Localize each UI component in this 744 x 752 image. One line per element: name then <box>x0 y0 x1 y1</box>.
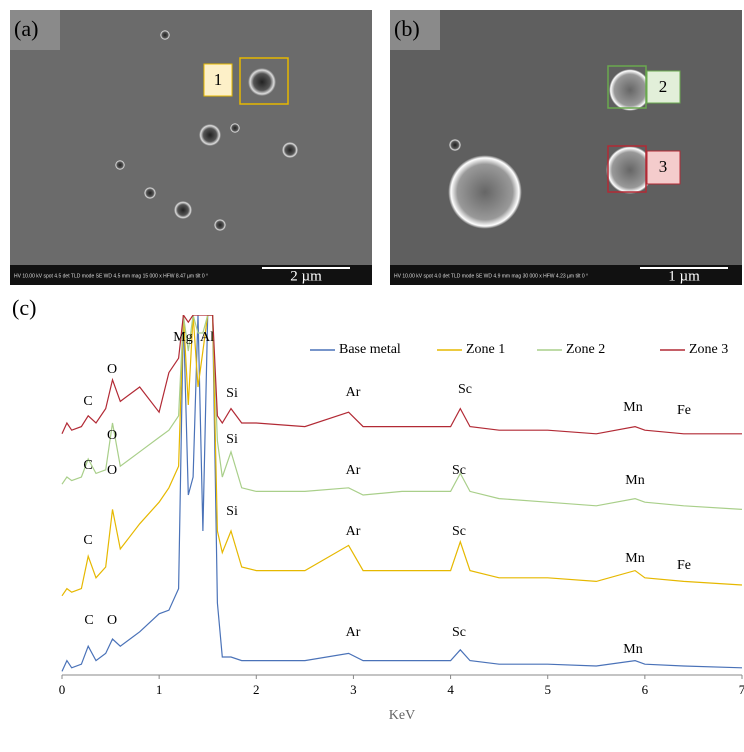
legend-label: Base metal <box>339 342 401 357</box>
scale-bar-label: 1 µm <box>668 268 700 284</box>
x-tick-label: 7 <box>739 682 744 697</box>
peak-label: Sc <box>452 524 466 539</box>
peak-label: Ar <box>346 625 361 640</box>
peak-label: Si <box>226 386 238 401</box>
peak-label: O <box>107 428 117 443</box>
peak-label: Si <box>226 504 238 519</box>
peak-label: O <box>107 463 117 478</box>
peak-label: Mn <box>623 400 642 415</box>
spectrum-line <box>62 315 742 671</box>
panel-label: (a) <box>14 16 38 41</box>
scale-bar-label: 2 µm <box>290 268 322 284</box>
sem-info: HV 10.00 kV spot 4.0 det TLD mode SE WD … <box>394 273 588 279</box>
peak-label: O <box>107 362 117 377</box>
zone-label: 3 <box>659 157 668 176</box>
plot-lines <box>62 315 742 671</box>
peak-label: Sc <box>452 463 466 478</box>
zone-label: 2 <box>659 77 668 96</box>
peak-label: O <box>107 613 117 628</box>
peak-label: Mn <box>625 473 644 488</box>
x-tick-label: 1 <box>156 682 163 697</box>
x-tick-label: 6 <box>642 682 649 697</box>
sem-image-b <box>390 10 742 285</box>
panel-label: (b) <box>394 16 420 41</box>
spectrum-line <box>62 315 742 434</box>
peak-label: Si <box>226 432 238 447</box>
x-tick-label: 0 <box>59 682 66 697</box>
peak-label: Al <box>200 330 214 345</box>
peak-label: C <box>83 533 92 548</box>
figure: (a) (b) HV 10.00 kV spot 4.5 det TLD mod… <box>0 0 744 747</box>
peak-label: C <box>83 394 92 409</box>
peak-label: Fe <box>677 403 691 418</box>
legend-label: Zone 3 <box>689 342 728 357</box>
peak-label: Ar <box>346 385 361 400</box>
peak-label: Ar <box>346 524 361 539</box>
peak-label: Fe <box>677 558 691 573</box>
peak-label: Mn <box>623 642 642 657</box>
peak-label: Sc <box>458 382 472 397</box>
legend-label: Zone 1 <box>466 342 505 357</box>
x-tick-label: 4 <box>447 682 454 697</box>
sem-image-a <box>10 10 372 285</box>
peak-label: Mg <box>173 330 192 345</box>
zone-label: 1 <box>214 70 223 89</box>
peak-label: C <box>84 613 93 628</box>
peak-label: Ar <box>346 463 361 478</box>
x-tick-label: 5 <box>544 682 551 697</box>
legend-label: Zone 2 <box>566 342 605 357</box>
peak-label: C <box>83 458 92 473</box>
x-axis-label: KeV <box>389 708 415 723</box>
x-tick-label: 3 <box>350 682 357 697</box>
peak-label: Mn <box>625 551 644 566</box>
peak-label: Sc <box>452 625 466 640</box>
x-tick-label: 2 <box>253 682 260 697</box>
panel-label: (c) <box>12 295 36 320</box>
sem-info: HV 10.00 kV spot 4.5 det TLD mode SE WD … <box>14 273 208 279</box>
